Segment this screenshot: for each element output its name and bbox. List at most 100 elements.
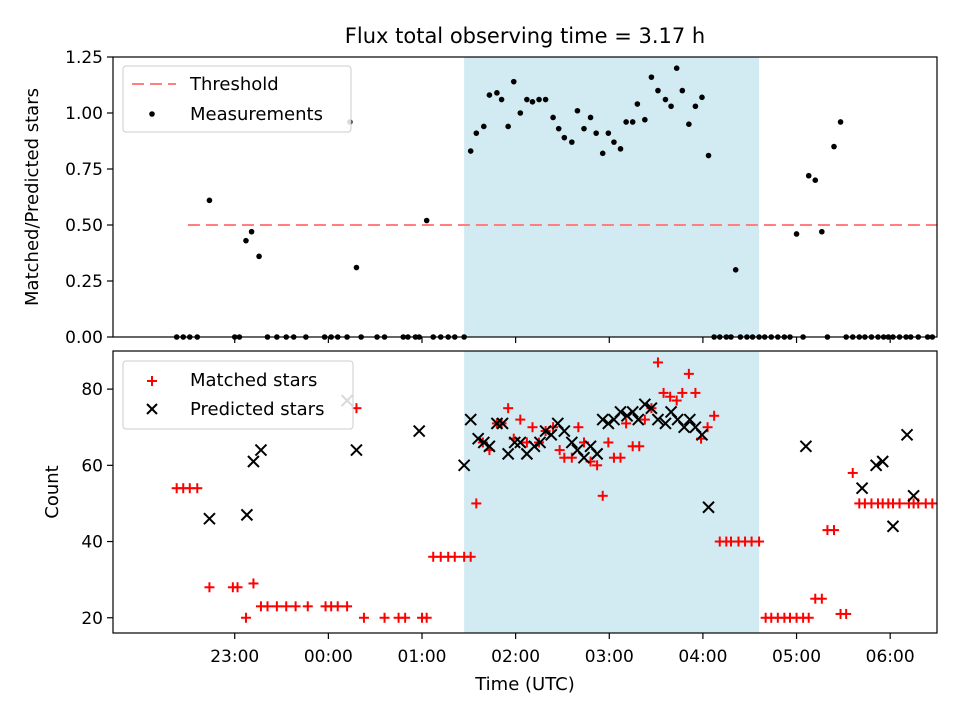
x-tick-label: 01:00 bbox=[398, 647, 447, 667]
x-tick-label: 04:00 bbox=[678, 647, 727, 667]
matched-star-marker bbox=[652, 357, 663, 368]
measurement-point bbox=[517, 110, 524, 116]
measurement-point bbox=[423, 217, 430, 224]
matched-star-marker bbox=[597, 490, 608, 501]
measurement-point bbox=[837, 119, 844, 125]
predicted-star-marker bbox=[659, 417, 672, 430]
x-axis-label: Time (UTC) bbox=[474, 674, 575, 695]
predicted-star-marker bbox=[876, 455, 889, 468]
predicted-star-marker bbox=[596, 413, 609, 426]
matched-star-marker bbox=[803, 612, 814, 623]
measurement-point bbox=[679, 87, 686, 94]
matched-star-marker bbox=[634, 441, 645, 452]
matched-star-marker bbox=[290, 601, 301, 612]
measurement-point bbox=[705, 152, 712, 159]
matched-star-marker bbox=[841, 608, 852, 619]
measurement-point bbox=[634, 101, 641, 107]
x-tick-label: 03:00 bbox=[585, 647, 634, 667]
measurement-point bbox=[805, 172, 812, 179]
predicted-star-marker bbox=[590, 447, 604, 461]
top-y-axis-label: Matched/Predicted stars bbox=[22, 88, 43, 306]
y-tick-label: 0.50 bbox=[65, 216, 103, 236]
predicted-star-marker bbox=[558, 424, 571, 438]
matched-star-marker bbox=[665, 391, 676, 402]
measurement-point bbox=[599, 150, 606, 157]
matched-star-marker bbox=[658, 387, 669, 398]
predicted-star-marker bbox=[464, 413, 477, 426]
measurement-point bbox=[686, 121, 692, 127]
matched-star-marker bbox=[709, 410, 720, 421]
bottom-legend: Matched stars Predicted stars bbox=[122, 360, 354, 430]
legend-predicted-label: Predicted stars bbox=[190, 399, 324, 420]
bottom-legend-box bbox=[122, 360, 354, 430]
measurement-point bbox=[581, 125, 587, 132]
chart-title: Flux total observing time = 3.17 h bbox=[345, 24, 705, 48]
predicted-star-marker bbox=[645, 401, 658, 415]
bottom-plot-frame bbox=[112, 350, 938, 634]
matched-star-marker bbox=[358, 612, 369, 623]
matched-star-marker bbox=[465, 551, 476, 562]
measurement-point bbox=[498, 96, 505, 103]
predicted-star-marker bbox=[614, 405, 627, 419]
matched-star-marker bbox=[232, 582, 243, 593]
measurement-point bbox=[574, 107, 581, 114]
measurement-points bbox=[173, 65, 936, 340]
top-panel: 0.00 0.25 0.50 0.75 1.00 1.25 Matched/Predict… bbox=[22, 48, 938, 348]
measurement-point bbox=[642, 116, 648, 123]
matched-star-marker bbox=[379, 612, 390, 623]
predicted-star-marker bbox=[350, 443, 363, 457]
legend-matched-label: Matched stars bbox=[190, 370, 317, 391]
measurement-point bbox=[673, 65, 680, 71]
x-tick-label: 02:00 bbox=[491, 647, 540, 667]
matched-star-marker bbox=[400, 612, 411, 623]
measurement-point bbox=[529, 99, 536, 105]
measurement-point bbox=[831, 143, 837, 150]
predicted-star-marker bbox=[702, 501, 715, 514]
predicted-star-marker bbox=[632, 413, 645, 426]
predicted-star-marker bbox=[677, 421, 691, 434]
measurement-point bbox=[655, 87, 661, 94]
legend-threshold-label: Threshold bbox=[189, 74, 279, 95]
predicted-star-marker bbox=[490, 417, 504, 430]
predicted-star-marker bbox=[539, 424, 552, 438]
matched-star-marker bbox=[816, 593, 827, 604]
matched-star-marker bbox=[894, 498, 905, 509]
predicted-star-marker bbox=[907, 489, 920, 503]
measurement-point bbox=[486, 92, 493, 98]
matched-star-marker bbox=[515, 414, 526, 425]
matched-star-marker bbox=[262, 601, 273, 612]
predicted-star-marker bbox=[483, 440, 496, 453]
y-tick-label: 40 bbox=[81, 533, 103, 553]
measurement-point bbox=[623, 119, 629, 125]
measurement-point bbox=[732, 267, 739, 273]
matched-star-marker bbox=[677, 387, 688, 398]
measurement-point bbox=[243, 237, 249, 244]
measurement-point bbox=[555, 125, 562, 132]
matched-star-marker bbox=[671, 395, 682, 406]
measurement-point bbox=[668, 103, 674, 110]
predicted-star-marker bbox=[545, 428, 558, 442]
predicted-star-marker bbox=[501, 447, 515, 461]
matched-star-marker bbox=[281, 601, 292, 612]
top-legend: Threshold Measurements bbox=[122, 65, 352, 133]
predicted-star-marker bbox=[886, 520, 900, 533]
measurement-point bbox=[593, 130, 599, 136]
y-tick-label: 20 bbox=[81, 609, 103, 629]
predicted-star-marker bbox=[638, 398, 652, 411]
predicted-star-marker bbox=[602, 417, 615, 430]
bottom-y-axis-label: Count bbox=[42, 465, 63, 518]
top-legend-box bbox=[122, 65, 352, 133]
y-tick-label: 0.75 bbox=[65, 160, 103, 180]
measurement-point bbox=[536, 96, 542, 103]
x-tick-label: 05:00 bbox=[772, 647, 821, 667]
y-tick-label: 80 bbox=[81, 380, 103, 400]
y-tick-label: 1.00 bbox=[65, 104, 103, 124]
predicted-star-marker bbox=[514, 436, 527, 449]
predicted-star-marker bbox=[799, 440, 813, 453]
measurement-point bbox=[248, 228, 255, 235]
measurement-point bbox=[561, 134, 568, 141]
legend-matched-swatch bbox=[147, 376, 157, 386]
predicted-star-marker bbox=[651, 413, 665, 426]
predicted-star-marker bbox=[577, 451, 591, 464]
predicted-star-marker bbox=[247, 455, 260, 468]
